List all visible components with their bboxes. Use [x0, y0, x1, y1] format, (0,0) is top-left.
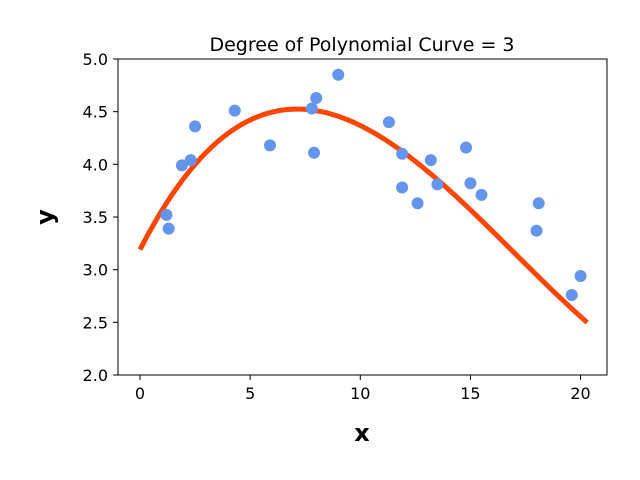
scatter-point	[396, 147, 409, 160]
x-tick-label: 15	[460, 384, 480, 403]
y-tick-label: 3.5	[83, 208, 108, 227]
scatter-points-layer	[160, 68, 587, 301]
y-tick-label: 4.5	[83, 103, 108, 122]
x-tick-label: 10	[350, 384, 370, 403]
y-tick-label: 2.5	[83, 313, 108, 332]
x-tick-label: 5	[245, 384, 255, 403]
y-axis-ticks: 2.0 2.5 3.0 3.5 4.0 4.5 5.0	[83, 50, 118, 385]
scatter-point	[532, 197, 545, 210]
scatter-point	[162, 222, 175, 235]
scatter-point	[160, 208, 173, 221]
scatter-point	[574, 269, 587, 282]
scatter-point	[411, 197, 424, 210]
scatter-point	[189, 120, 202, 133]
y-tick-label: 4.0	[83, 155, 108, 174]
scatter-point	[263, 139, 276, 152]
scatter-point	[424, 154, 437, 167]
y-axis-label: y	[31, 209, 59, 225]
scatter-point	[332, 68, 345, 81]
y-tick-label: 5.0	[83, 50, 108, 69]
y-tick-label: 3.0	[83, 261, 108, 280]
x-tick-label: 20	[570, 384, 590, 403]
scatter-point	[475, 188, 488, 201]
scatter-point	[382, 116, 395, 129]
scatter-point	[308, 146, 321, 159]
chart-title: Degree of Polynomial Curve = 3	[209, 34, 514, 56]
scatter-point	[530, 224, 543, 237]
x-axis-ticks: 0 5 10 15 20	[135, 375, 591, 403]
x-axis-label: x	[354, 419, 370, 447]
plot-frame	[117, 58, 608, 376]
scatter-point	[184, 154, 197, 167]
y-tick-label: 2.0	[83, 366, 108, 385]
fit-curve-line	[137, 106, 589, 325]
scatter-point	[565, 288, 578, 301]
x-tick-label: 0	[135, 384, 145, 403]
scatter-point	[310, 91, 323, 104]
scatter-point	[464, 177, 477, 190]
scatter-point	[175, 159, 188, 172]
scatter-point	[431, 178, 444, 191]
scatter-point	[460, 141, 473, 154]
scatter-point	[228, 104, 241, 117]
fit-curve-layer	[137, 106, 589, 325]
scatter-point	[305, 102, 318, 115]
scatter-point	[396, 181, 409, 194]
